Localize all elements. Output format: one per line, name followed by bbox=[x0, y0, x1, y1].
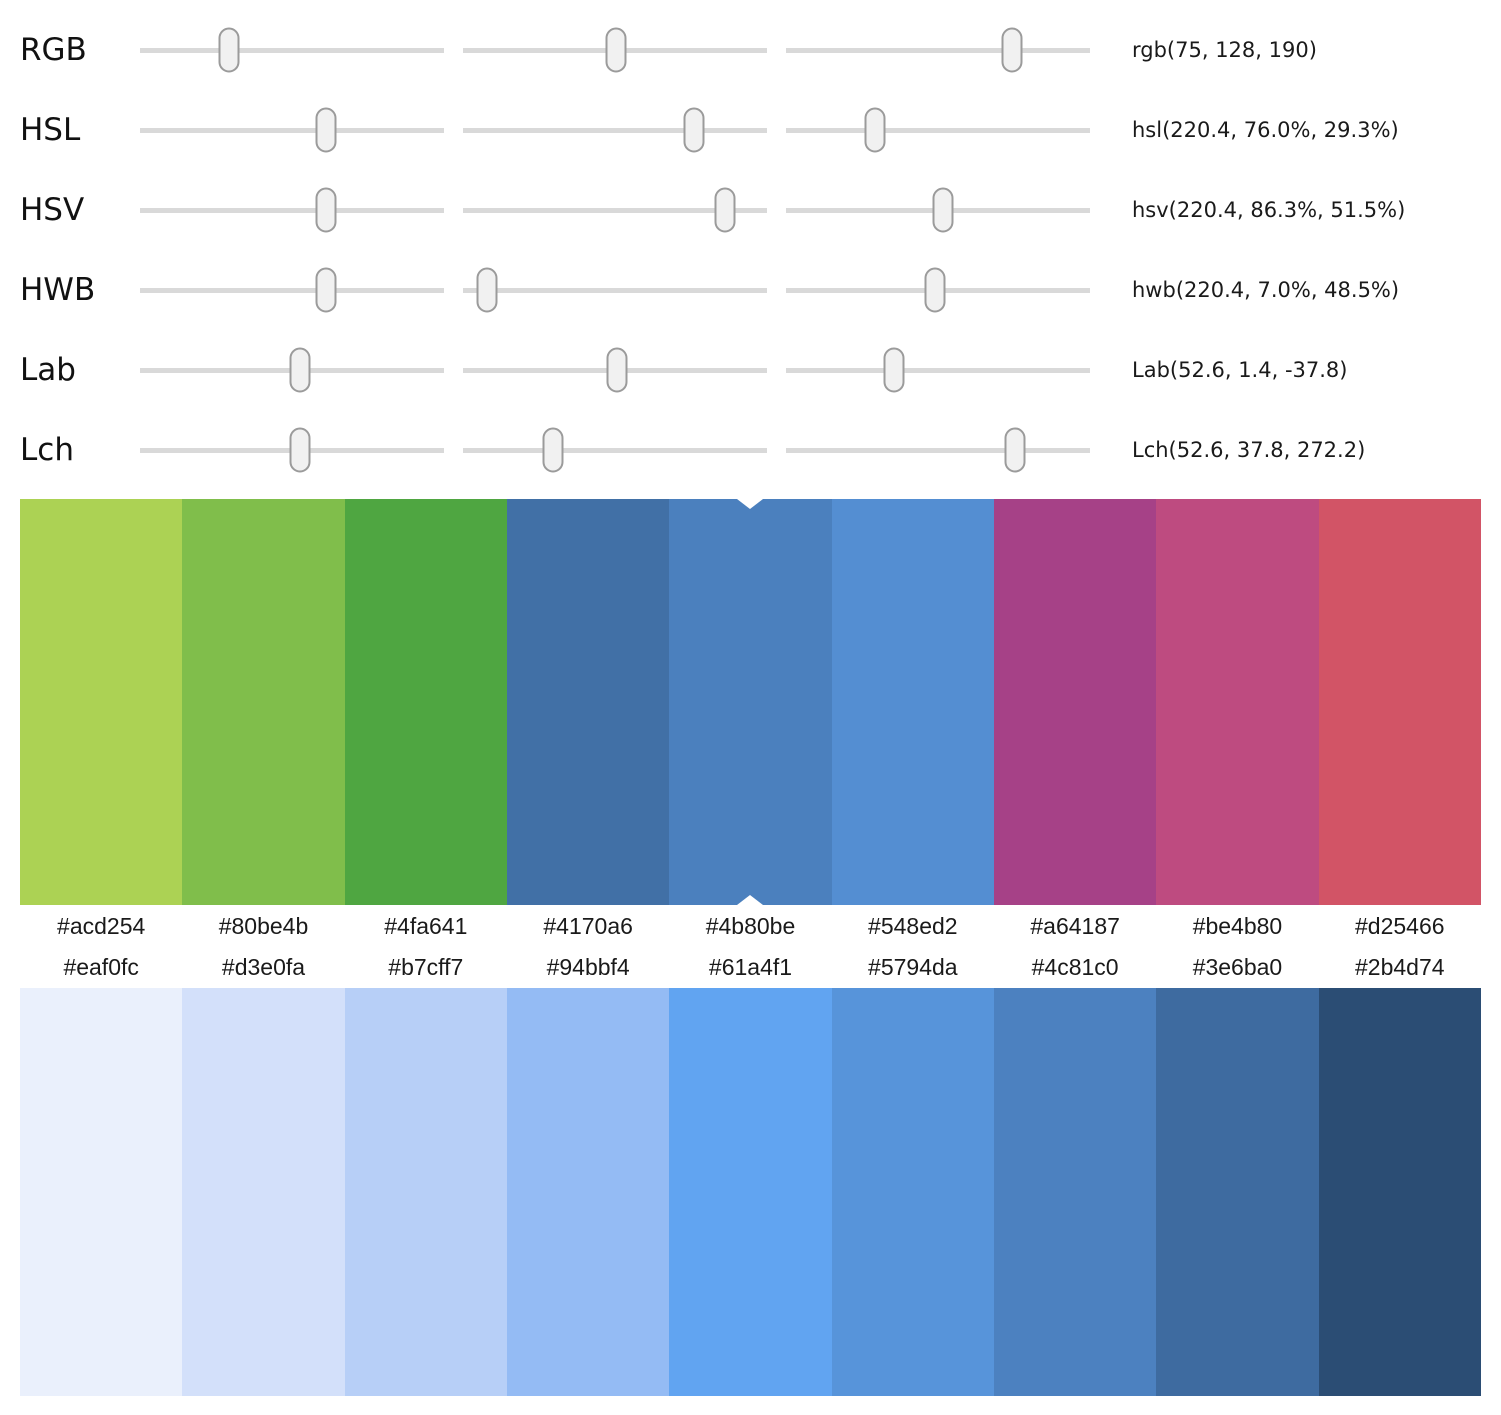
slider-handle[interactable] bbox=[289, 347, 311, 393]
hue-swatch-selected[interactable] bbox=[669, 499, 832, 905]
color-value-text: Lch(52.6, 37.8, 272.2) bbox=[1132, 438, 1366, 462]
hex-label: #d25466 bbox=[1355, 912, 1445, 939]
selected-notch-top-icon bbox=[737, 499, 764, 509]
slider-row-hsl: HSL hsl(220.4, 76.0%, 29.3%) bbox=[0, 90, 1501, 170]
shade-swatch[interactable] bbox=[20, 988, 183, 1396]
slider-handle[interactable] bbox=[606, 347, 628, 393]
slider-track[interactable] bbox=[463, 187, 767, 233]
hue-swatch[interactable] bbox=[344, 499, 507, 905]
hue-swatch[interactable] bbox=[20, 499, 183, 905]
slider-handle[interactable] bbox=[542, 427, 564, 473]
hue-swatch[interactable] bbox=[1318, 499, 1481, 905]
slider-track[interactable] bbox=[463, 347, 767, 393]
slider-track[interactable] bbox=[463, 27, 767, 73]
slider-track[interactable] bbox=[463, 267, 767, 313]
slider-track[interactable] bbox=[786, 347, 1090, 393]
slider-row-label: HSV bbox=[20, 192, 85, 228]
hex-label: #4b80be bbox=[705, 912, 796, 939]
hex-label: #a64187 bbox=[1030, 912, 1120, 939]
slider-handle[interactable] bbox=[1004, 427, 1026, 473]
hex-label: #94bbf4 bbox=[546, 954, 630, 980]
selected-notch-bottom-icon bbox=[737, 895, 764, 905]
hex-label: #61a4f1 bbox=[708, 954, 793, 980]
hex-label: #2b4d74 bbox=[1355, 954, 1445, 980]
shade-swatch[interactable] bbox=[831, 988, 994, 1396]
hex-label: #d3e0fa bbox=[221, 954, 306, 980]
slider-handle[interactable] bbox=[315, 267, 337, 313]
color-value-text: hwb(220.4, 7.0%, 48.5%) bbox=[1132, 278, 1400, 302]
slider-track[interactable] bbox=[786, 107, 1090, 153]
hue-swatch[interactable] bbox=[182, 499, 345, 905]
shade-swatch[interactable] bbox=[344, 988, 507, 1396]
slider-handle[interactable] bbox=[883, 347, 905, 393]
color-value-text: rgb(75, 128, 190) bbox=[1132, 38, 1317, 62]
slider-row-rgb: RGB rgb(75, 128, 190) bbox=[0, 10, 1501, 90]
shade-hex-labels: #eaf0fc #d3e0fa #b7cff7 #94bbf4 #61a4f1 … bbox=[20, 947, 1481, 988]
slider-row-hsv: HSV hsv(220.4, 86.3%, 51.5%) bbox=[0, 170, 1501, 250]
slider-track[interactable] bbox=[463, 107, 767, 153]
slider-track[interactable] bbox=[463, 427, 767, 473]
hex-label: #5794da bbox=[868, 954, 958, 980]
slider-row-label: RGB bbox=[20, 32, 87, 68]
slider-track[interactable] bbox=[140, 427, 444, 473]
shade-swatch[interactable] bbox=[506, 988, 670, 1396]
shade-swatch[interactable] bbox=[182, 988, 345, 1396]
shade-swatch[interactable] bbox=[993, 988, 1157, 1396]
slider-row-lch: Lch Lch(52.6, 37.8, 272.2) bbox=[0, 410, 1501, 490]
slider-handle[interactable] bbox=[476, 267, 498, 313]
hex-label: #548ed2 bbox=[868, 912, 958, 939]
slider-handle[interactable] bbox=[924, 267, 946, 313]
slider-track[interactable] bbox=[786, 27, 1090, 73]
hex-label: #4170a6 bbox=[543, 912, 633, 939]
slider-row-label: Lab bbox=[20, 352, 76, 388]
hex-label: #b7cff7 bbox=[388, 954, 464, 980]
slider-handle[interactable] bbox=[605, 27, 627, 73]
slider-track[interactable] bbox=[786, 427, 1090, 473]
color-value-text: hsv(220.4, 86.3%, 51.5%) bbox=[1132, 198, 1406, 222]
hue-palette bbox=[20, 499, 1481, 905]
hue-hex-labels: #acd254 #80be4b #4fa641 #4170a6 #4b80be … bbox=[20, 905, 1481, 947]
slider-row-label: Lch bbox=[20, 432, 74, 468]
slider-row-hwb: HWB hwb(220.4, 7.0%, 48.5%) bbox=[0, 250, 1501, 330]
shade-palette bbox=[20, 988, 1481, 1396]
hue-swatch[interactable] bbox=[506, 499, 670, 905]
slider-row-label: HSL bbox=[20, 112, 81, 148]
slider-handle[interactable] bbox=[289, 427, 311, 473]
slider-track[interactable] bbox=[786, 187, 1090, 233]
slider-handle[interactable] bbox=[683, 107, 705, 153]
hex-label: #3e6ba0 bbox=[1192, 954, 1283, 980]
slider-handle[interactable] bbox=[714, 187, 736, 233]
slider-handle[interactable] bbox=[218, 27, 240, 73]
shade-swatch[interactable] bbox=[669, 988, 832, 1396]
slider-row-label: HWB bbox=[20, 272, 96, 308]
hex-label: #be4b80 bbox=[1192, 912, 1283, 939]
color-value-text: Lab(52.6, 1.4, -37.8) bbox=[1132, 358, 1348, 382]
slider-section: RGB rgb(75, 128, 190) HSL hsl(220.4, 76.… bbox=[0, 0, 1501, 490]
color-value-text: hsl(220.4, 76.0%, 29.3%) bbox=[1132, 118, 1399, 142]
hue-swatch[interactable] bbox=[831, 499, 994, 905]
hex-label: #4c81c0 bbox=[1031, 954, 1119, 980]
hue-swatch[interactable] bbox=[993, 499, 1157, 905]
slider-handle[interactable] bbox=[315, 187, 337, 233]
slider-track[interactable] bbox=[140, 107, 444, 153]
shade-swatch[interactable] bbox=[1318, 988, 1481, 1396]
slider-row-lab: Lab Lab(52.6, 1.4, -37.8) bbox=[0, 330, 1501, 410]
slider-track[interactable] bbox=[140, 187, 444, 233]
hex-label: #eaf0fc bbox=[63, 954, 139, 980]
hex-label: #acd254 bbox=[57, 912, 146, 939]
slider-handle[interactable] bbox=[1001, 27, 1023, 73]
shade-swatch[interactable] bbox=[1156, 988, 1319, 1396]
slider-track[interactable] bbox=[786, 267, 1090, 313]
hex-label: #80be4b bbox=[218, 912, 309, 939]
hex-label: #4fa641 bbox=[384, 912, 468, 939]
slider-handle[interactable] bbox=[932, 187, 954, 233]
slider-handle[interactable] bbox=[864, 107, 886, 153]
slider-track[interactable] bbox=[140, 27, 444, 73]
slider-track[interactable] bbox=[140, 267, 444, 313]
hue-swatch[interactable] bbox=[1156, 499, 1319, 905]
slider-handle[interactable] bbox=[315, 107, 337, 153]
slider-track[interactable] bbox=[140, 347, 444, 393]
